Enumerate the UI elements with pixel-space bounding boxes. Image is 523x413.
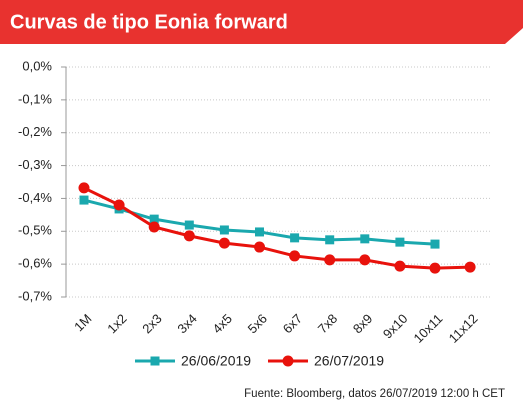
x-tick-label: 1M — [71, 311, 94, 334]
x-tick-label: 10x11 — [411, 311, 446, 346]
y-tick-label: -0,7% — [18, 288, 52, 303]
y-tick-label: -0,2% — [18, 124, 52, 139]
series-line — [83, 186, 471, 270]
legend-label: 26/07/2019 — [314, 353, 384, 369]
data-point — [360, 234, 370, 244]
x-tick-label: 6x7 — [280, 311, 305, 336]
x-tick-label: 5x6 — [245, 311, 270, 336]
x-tick-label: 11x12 — [446, 311, 481, 346]
data-point — [290, 233, 300, 243]
data-point — [79, 195, 89, 205]
data-point — [219, 225, 229, 235]
data-point — [394, 260, 406, 272]
y-tick-label: -0,3% — [18, 157, 52, 172]
x-tick-label: 7x8 — [315, 311, 340, 336]
data-point — [184, 220, 194, 230]
data-point — [325, 235, 335, 245]
data-point — [149, 214, 159, 224]
data-point — [289, 250, 301, 262]
source-note: Fuente: Bloomberg, datos 26/07/2019 12:0… — [244, 388, 505, 400]
legend-marker — [282, 355, 294, 367]
y-tick-label: -0,1% — [18, 91, 52, 106]
x-tick-label: 9x10 — [380, 311, 411, 342]
data-point — [148, 221, 160, 233]
legend-marker — [150, 356, 160, 366]
y-tick-label: 0,0% — [22, 58, 52, 73]
data-point — [429, 262, 441, 274]
data-point — [218, 237, 230, 249]
x-tick-label: 1x2 — [104, 311, 129, 336]
data-point — [183, 230, 195, 242]
y-tick-label: -0,5% — [18, 223, 52, 238]
data-point — [359, 254, 371, 266]
data-point — [255, 227, 264, 237]
data-point — [430, 239, 440, 249]
x-tick-label: 3x4 — [174, 311, 199, 336]
data-point — [395, 237, 405, 247]
data-point — [464, 261, 476, 273]
data-point — [254, 241, 265, 253]
y-tick-label: -0,6% — [18, 256, 52, 271]
data-point — [78, 182, 90, 194]
series-line — [83, 198, 436, 246]
title-banner — [0, 0, 523, 44]
legend-label: 26/06/2019 — [181, 353, 251, 369]
y-tick-label: -0,4% — [18, 190, 52, 205]
x-tick-label: 2x3 — [139, 311, 164, 336]
x-tick-label: 4x5 — [210, 311, 235, 336]
x-tick-label: 8x9 — [350, 311, 375, 336]
data-point — [324, 254, 336, 266]
chart-title: Curvas de tipo Eonia forward — [10, 11, 288, 33]
data-point — [113, 199, 125, 211]
